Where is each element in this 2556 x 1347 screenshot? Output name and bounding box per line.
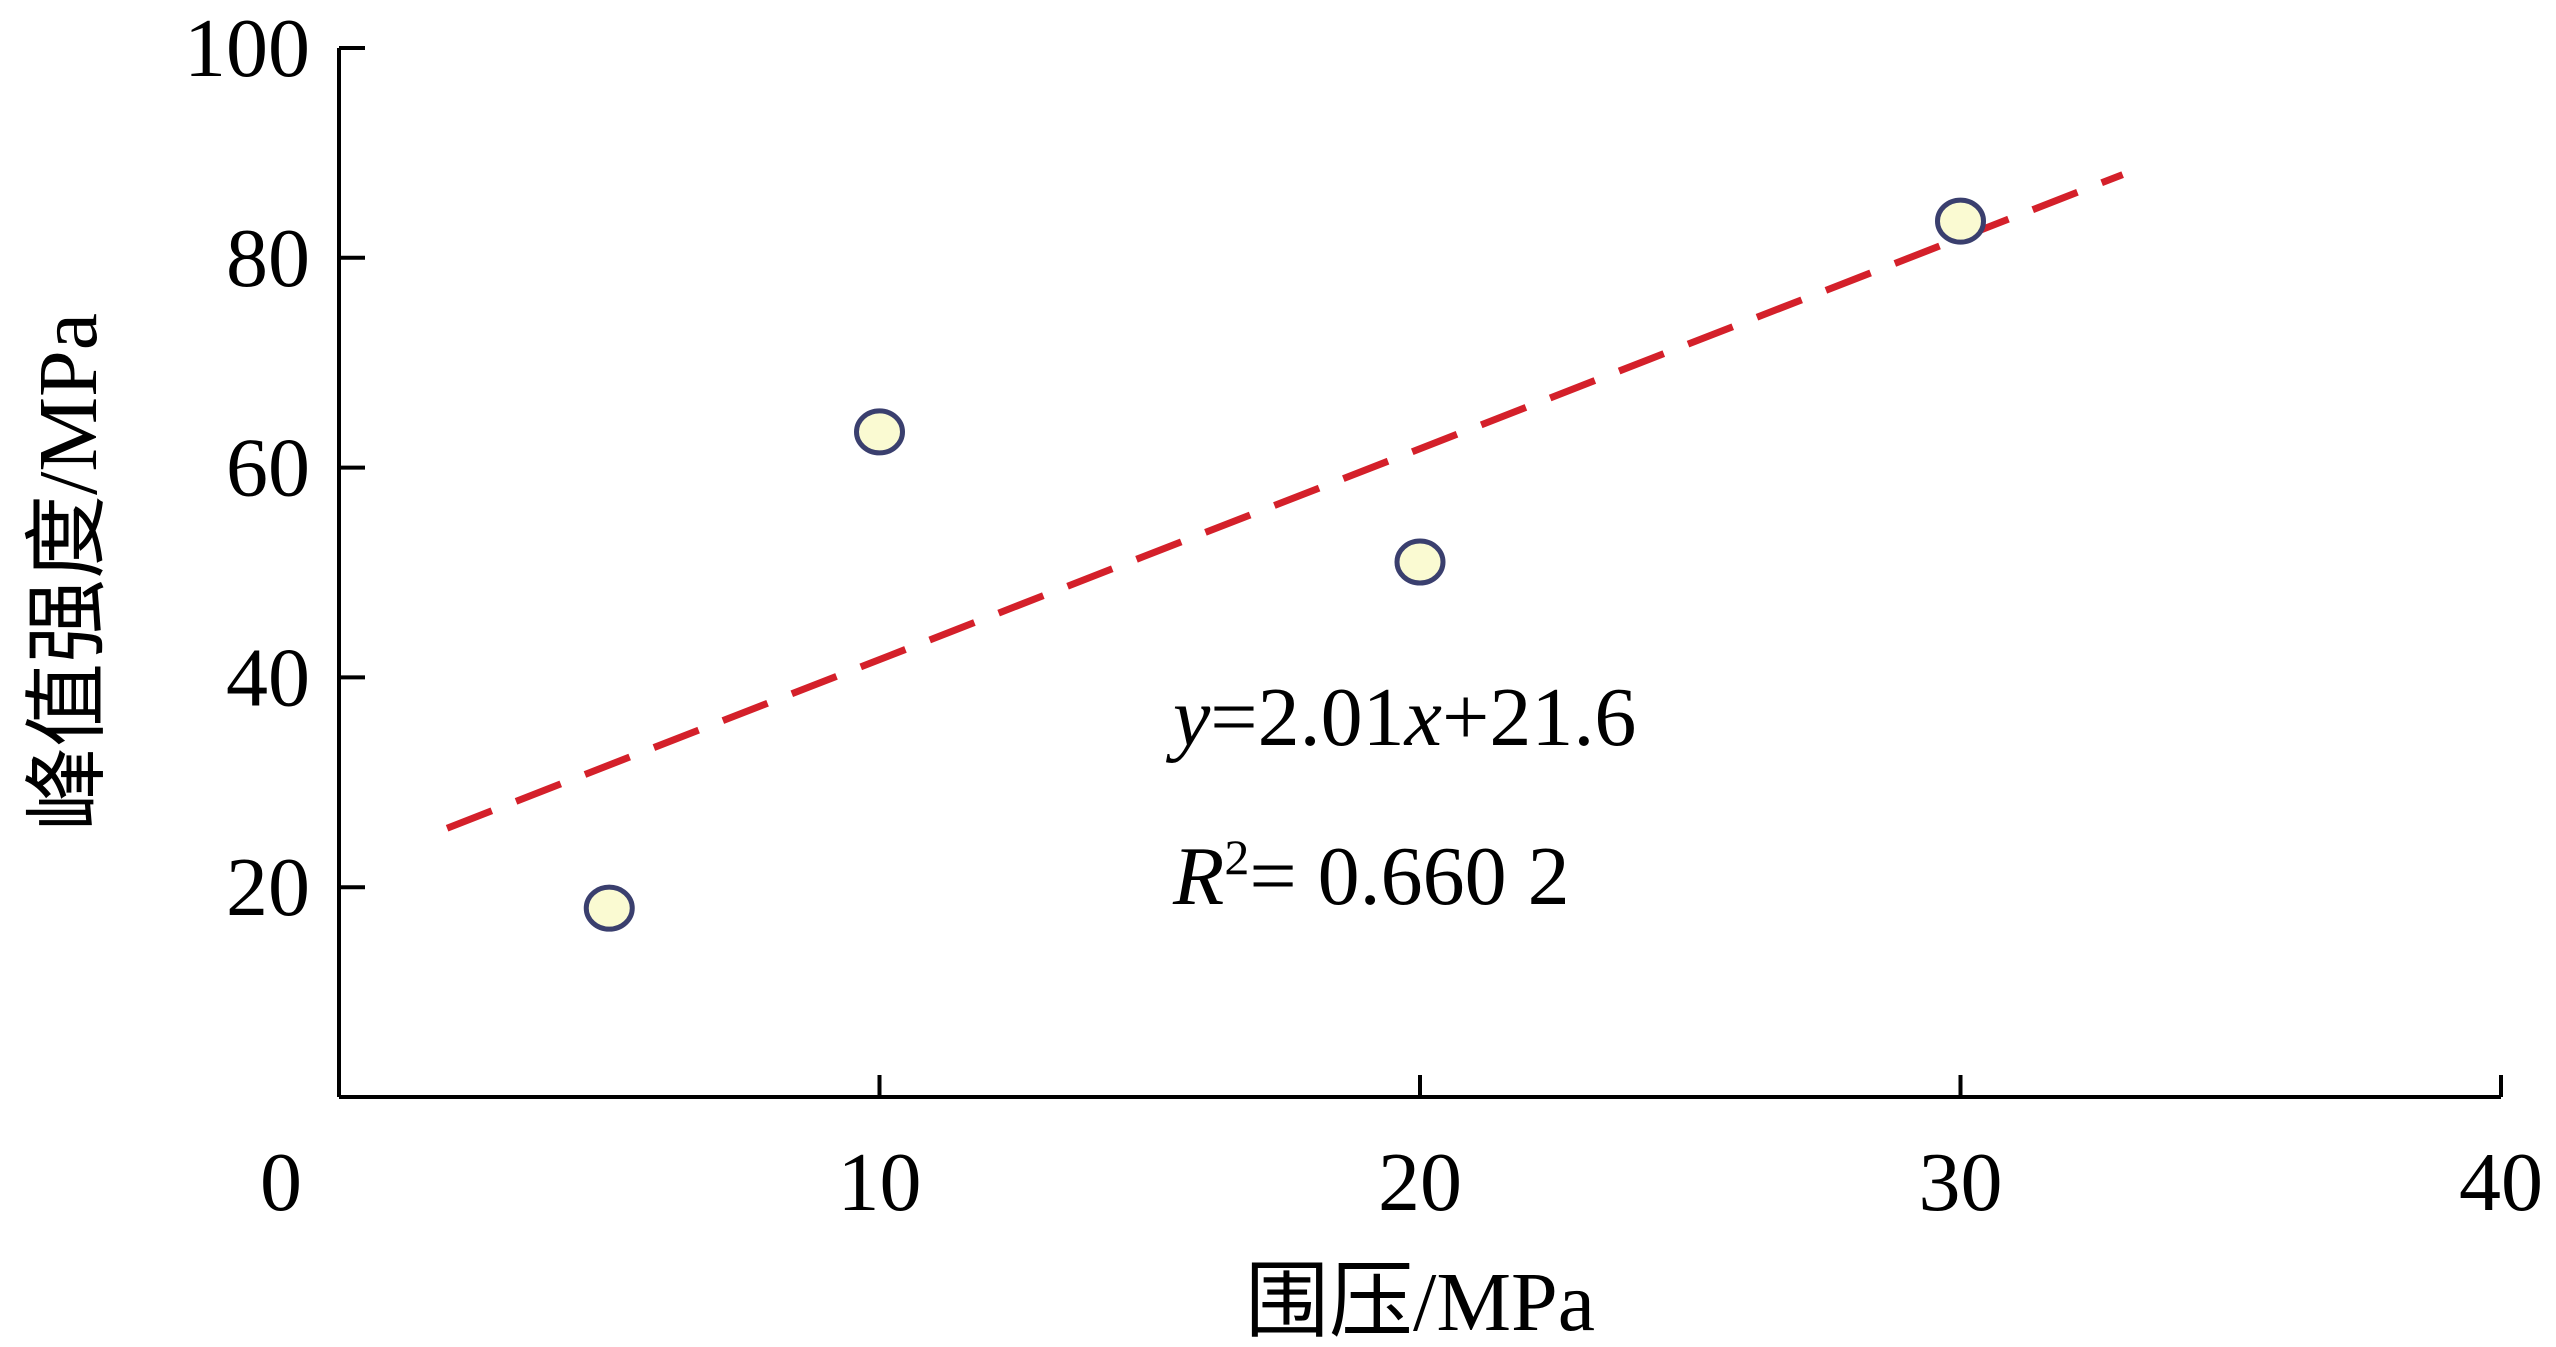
data-point [1394,538,1446,586]
fit-equation-part2: +21.6 [1442,671,1636,764]
x-tick-label: 10 [838,1136,922,1229]
y-axis-title: 峰值强度/MPa [22,313,115,831]
y-tick-label: 80 [226,212,310,305]
data-point [1935,197,1986,245]
y-tick-label: 60 [226,422,310,515]
data-points [583,197,1986,932]
y-ticks: 20 40 60 80 100 [184,2,365,934]
r-squared: R2= 0.660 2 [1172,829,1570,923]
data-point [583,884,635,932]
r-squared-value: = 0.660 2 [1249,830,1569,923]
y-tick-label: 40 [226,631,310,724]
x-tick-label: 20 [1378,1136,1462,1229]
fit-equation-y: y [1165,671,1211,764]
x-tick-label: 40 [2459,1136,2543,1229]
y-tick-label: 100 [184,2,310,95]
x-tick-label: 0 [260,1136,302,1229]
fit-equation-x: x [1403,671,1442,764]
r-squared-sup: 2 [1224,829,1249,885]
y-tick-label: 20 [226,841,310,934]
r-squared-r: R [1172,830,1224,923]
data-point [854,408,905,456]
fit-line [445,171,2124,832]
x-axis-title: 围压/MPa [1245,1256,1595,1347]
fit-equation: y=2.01x+21.6 [1165,671,1636,764]
fit-equation-part1: =2.01 [1210,671,1404,764]
x-ticks: 0 10 20 30 40 [260,1075,2543,1229]
x-tick-label: 30 [1919,1136,2003,1229]
fit-line-group [445,171,2124,832]
